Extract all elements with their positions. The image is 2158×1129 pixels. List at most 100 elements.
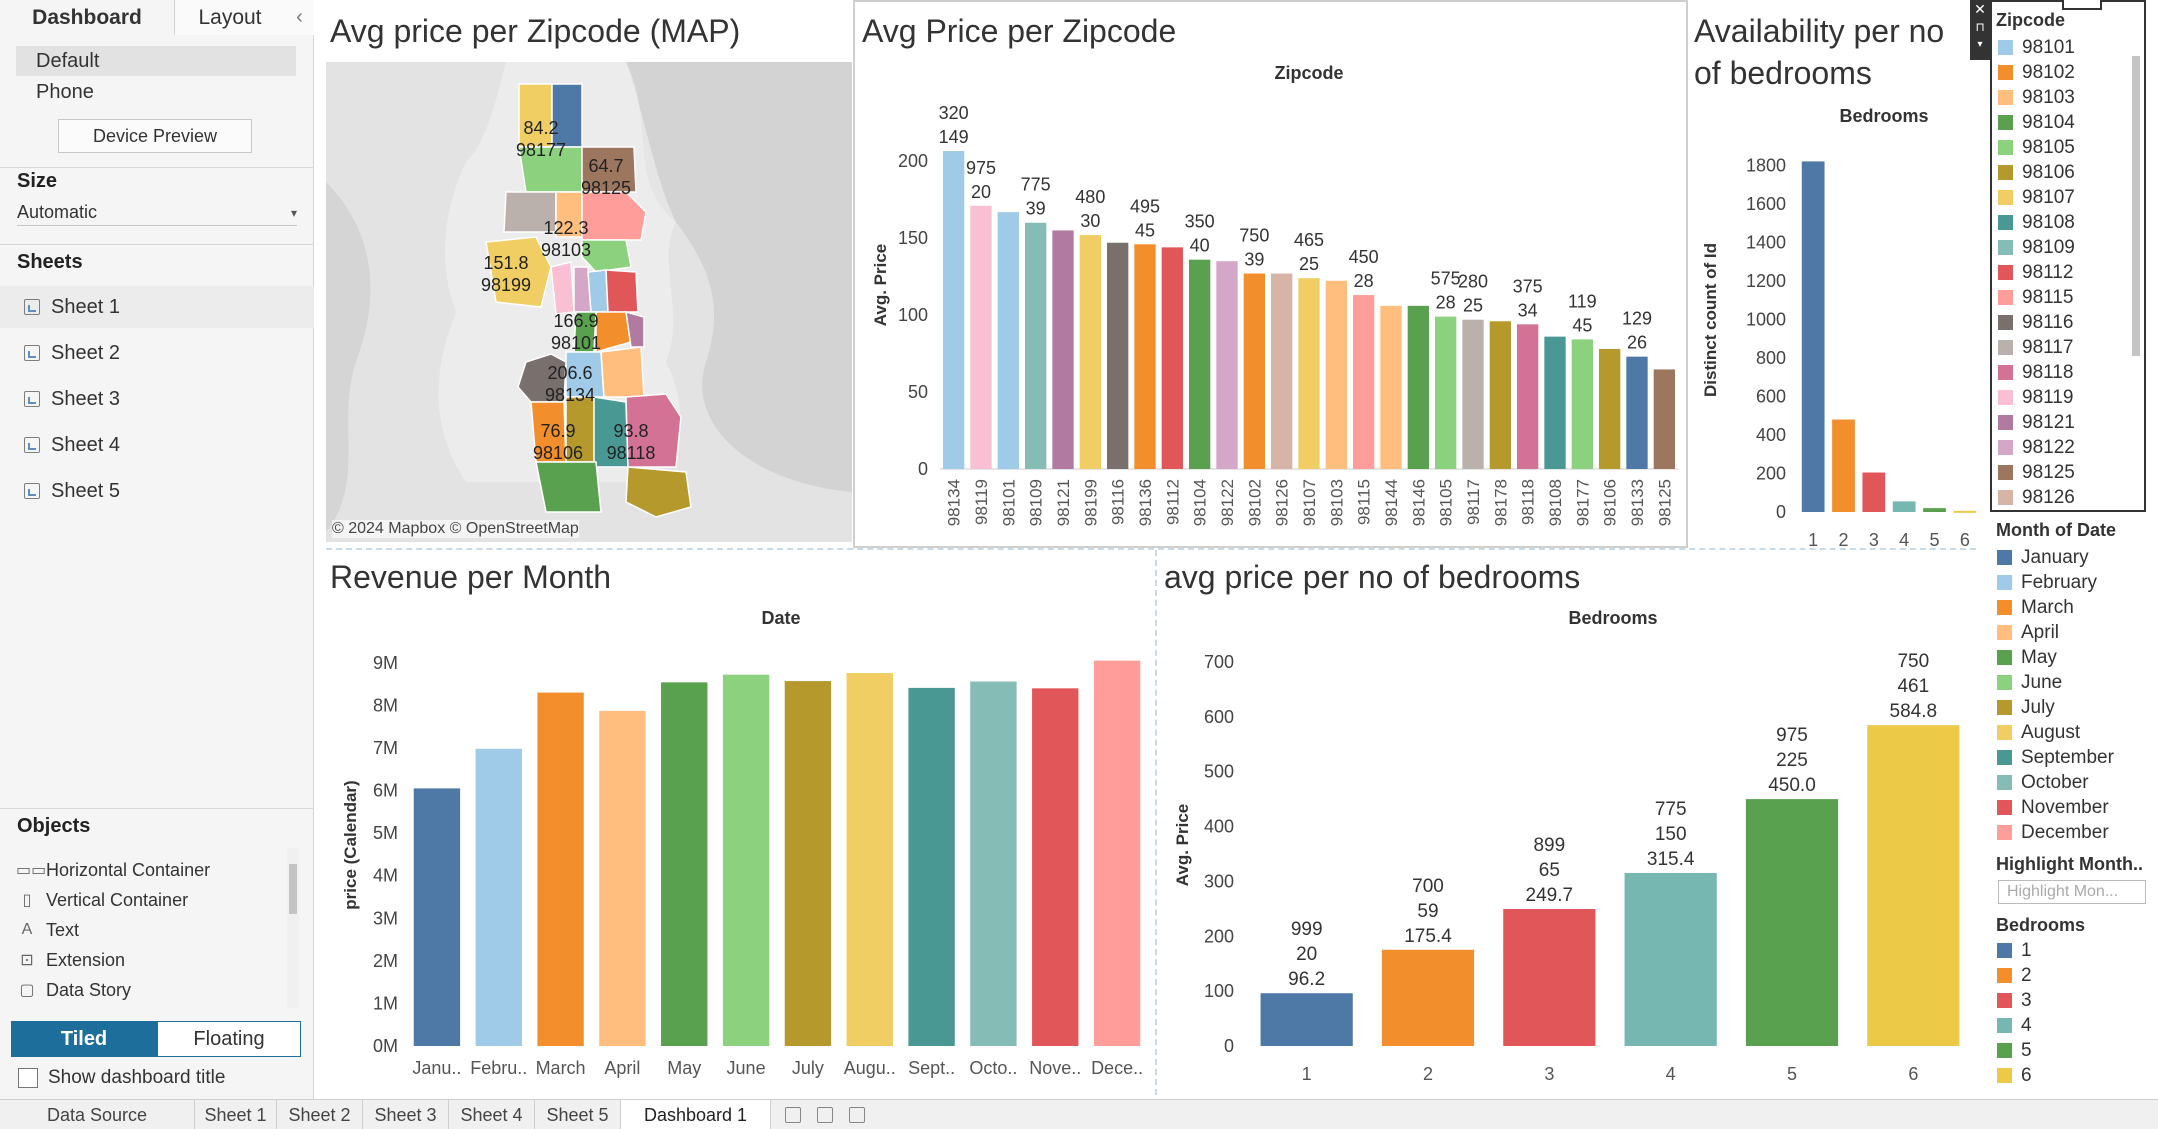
map-view[interactable]: 84.2 98177 64.7 98125 122.3 98103 151.8 98199 16… [326,62,852,542]
legend-item-zip[interactable]: 98108 [1998,210,2075,235]
sheet-item[interactable]: Sheet 5 [0,470,314,512]
menu-arrow-icon[interactable]: ▾ [1977,39,1983,50]
highlight-month-input[interactable]: Highlight Mon... [1998,880,2146,904]
legend-item-month[interactable]: May [1997,645,2057,670]
new-story-icon[interactable] [849,1107,865,1123]
drag-handle-icon[interactable] [2062,0,2102,10]
legend-item-zip[interactable]: 98115 [1998,285,2073,310]
tab-layout[interactable]: Layout [175,0,285,35]
legend-item-bedroom[interactable]: 5 [1997,1038,2032,1063]
legend-item-zip[interactable]: 98119 [1998,385,2073,410]
legend-swatch [1998,115,2013,130]
sheet-tab[interactable]: Sheet 4 [449,1100,535,1129]
data-story-icon: ▢ [19,982,35,999]
collapse-panel-icon[interactable]: ‹ [285,0,314,35]
bar-data-label: 39 [1026,199,1046,219]
zipcode-legend-title: Zipcode [1996,10,2066,30]
zip-bar [997,212,1019,469]
legend-item-zip[interactable]: 98104 [1998,110,2075,135]
legend-item-zip[interactable]: 98103 [1998,85,2075,110]
tab-dashboard[interactable]: Dashboard [0,0,175,35]
object-item[interactable]: ▢ Data Story [16,975,286,1005]
legend-item-month[interactable]: August [1997,720,2080,745]
size-dropdown[interactable]: Automatic ▾ [17,200,297,226]
sheet-tab[interactable]: Sheet 5 [535,1100,621,1129]
legend-item-bedroom[interactable]: 4 [1997,1013,2032,1038]
new-worksheet-icon[interactable] [785,1107,801,1123]
legend-item-month[interactable]: July [1997,695,2055,720]
legend-item-zip[interactable]: 98102 [1998,60,2075,85]
legend-item-month[interactable]: September [1997,745,2114,770]
sheet-tab[interactable]: Sheet 1 [195,1100,277,1129]
sheet-tab[interactable]: Sheet 2 [277,1100,363,1129]
legend-item-zip[interactable]: 98121 [1998,410,2075,435]
legend-item-zip[interactable]: 98106 [1998,160,2075,185]
legend-item-label: 98106 [2022,161,2075,183]
legend-item-bedroom[interactable]: 1 [1997,938,2032,963]
y-tick-label: 3M [373,908,398,928]
object-item[interactable]: A Text [16,915,286,945]
legend-item-month[interactable]: June [1997,670,2062,695]
sheet-item[interactable]: Sheet 1 [0,286,314,328]
legend-item-month[interactable]: October [1997,770,2089,795]
legend-item-zip[interactable]: 98101 [1998,35,2075,60]
legend-item-zip[interactable]: 98118 [1998,360,2073,385]
legend-item-bedroom[interactable]: 3 [1997,988,2032,1013]
legend-item-month[interactable]: December [1997,820,2109,845]
close-icon[interactable]: ✕ [1974,1,1986,17]
legend-item-zip[interactable]: 98107 [1998,185,2075,210]
tiled-button[interactable]: Tiled [11,1021,157,1057]
legend-item-zip[interactable]: 98122 [1998,435,2075,460]
x-axis-header: Bedrooms [1839,106,1928,126]
legend-item-month[interactable]: February [1997,570,2097,595]
legend-controls[interactable]: ✕ ⊓ ▾ [1970,0,1990,60]
x-tick-label: 98134 [945,479,964,526]
show-title-checkbox[interactable]: Show dashboard title [18,1067,225,1089]
legend-item-month[interactable]: April [1997,620,2059,645]
legend-item-label: 98101 [2022,36,2075,58]
legend-item-bedroom[interactable]: 2 [1997,963,2032,988]
objects-scrollbar[interactable] [287,848,299,1008]
legend-item-zip[interactable]: 98125 [1998,460,2075,485]
sheet-tab[interactable]: Sheet 3 [363,1100,449,1129]
object-item[interactable]: ⊡ Extension [16,945,286,975]
legend-item-bedroom[interactable]: 6 [1997,1063,2032,1088]
device-default[interactable]: Default [16,46,296,76]
legend-item-zip[interactable]: 98112 [1998,260,2073,285]
bar-data-label: 495 [1130,196,1160,216]
zip-bar [1107,242,1129,469]
zipcode-legend[interactable]: Zipcode 98101 98102 98103 98104 98105 98106 98… [1990,0,2146,512]
legend-item-month[interactable]: November [1997,795,2109,820]
sheet-item[interactable]: Sheet 4 [0,424,314,466]
new-dashboard-icon[interactable] [817,1107,833,1123]
legend-swatch [1998,90,2013,105]
object-item[interactable]: ▯ Vertical Container [16,885,286,915]
device-phone[interactable]: Phone [36,80,94,103]
floating-button[interactable]: Floating [157,1021,301,1057]
legend-scrollbar[interactable] [2132,56,2140,356]
legend-item-zip[interactable]: 98109 [1998,235,2075,260]
x-tick-label: 3 [1544,1064,1554,1084]
bar-data-label: 65 [1539,860,1560,881]
device-preview-button[interactable]: Device Preview [58,119,252,153]
sheet-item[interactable]: Sheet 2 [0,332,314,374]
object-item[interactable]: ▭▭ Horizontal Container [16,855,286,885]
legend-item-label: 6 [2021,1064,2032,1086]
bar-data-label: 465 [1294,230,1324,250]
sheet-item[interactable]: Sheet 3 [0,378,314,420]
zip-bar [1517,324,1539,469]
bar-data-label: 150 [1655,824,1687,845]
sheet-tab[interactable]: Dashboard 1 [621,1100,771,1129]
availability-bar [1801,161,1825,512]
object-item-label: Horizontal Container [46,859,211,880]
pin-icon[interactable]: ⊓ [1975,20,1985,34]
legend-item-zip[interactable]: 98126 [1998,485,2075,510]
legend-item-month[interactable]: January [1997,545,2089,570]
legend-item-zip[interactable]: 98105 [1998,135,2075,160]
y-tick-label: 1M [373,993,398,1013]
legend-item-zip[interactable]: 98116 [1998,310,2073,335]
data-source-tab[interactable]: Data Source [0,1100,195,1129]
legend-item-zip[interactable]: 98117 [1998,335,2073,360]
sheet-item-label: Sheet 1 [51,295,120,318]
legend-item-month[interactable]: March [1997,595,2074,620]
